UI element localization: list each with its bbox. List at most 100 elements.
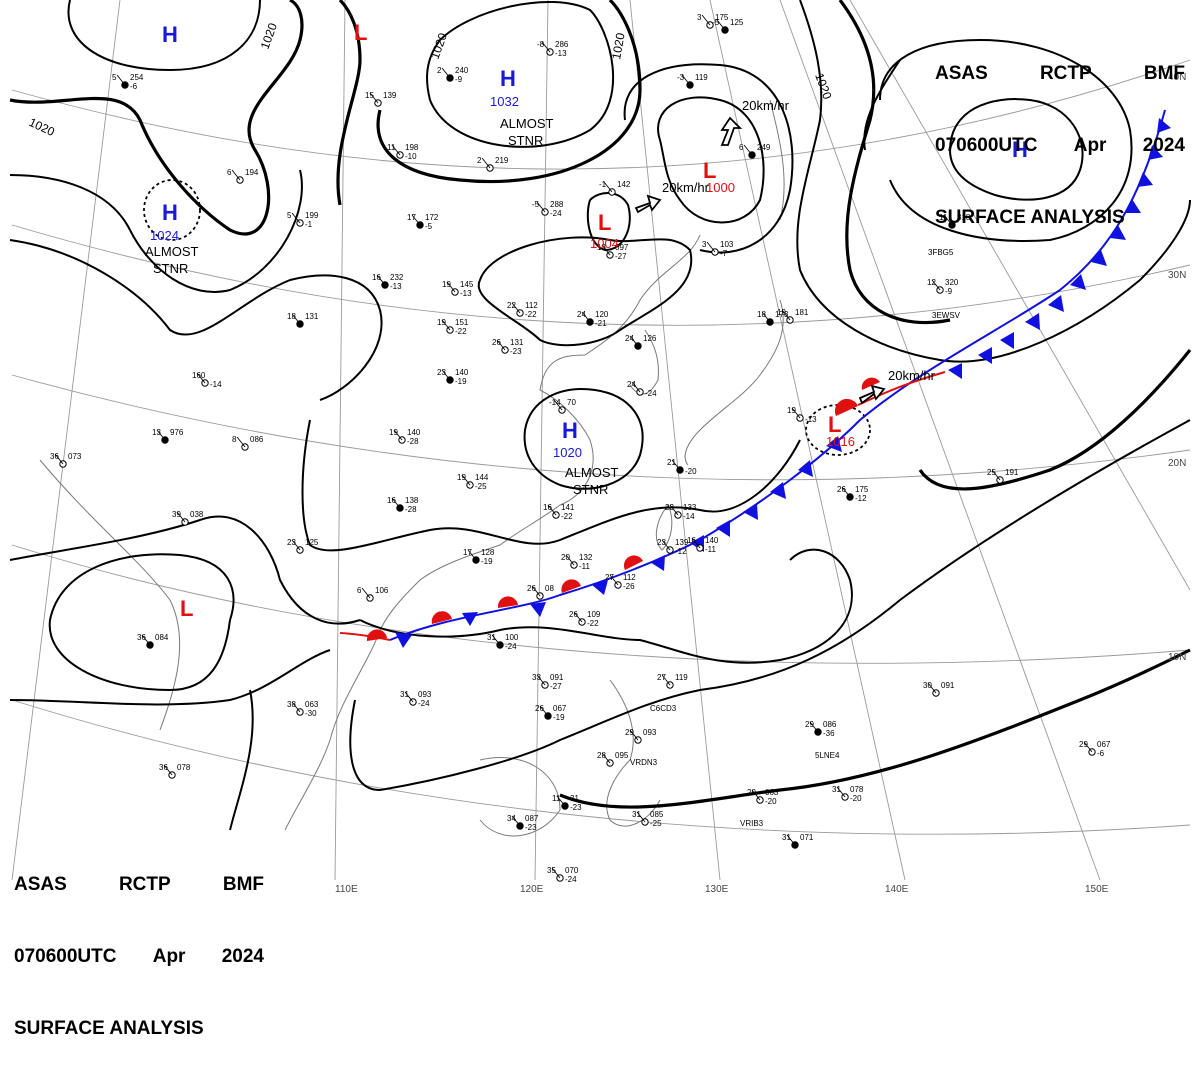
header-month: Apr [152,946,186,967]
coast-sakhalin [769,99,785,221]
station-tendency: -11 [579,562,591,571]
station-pressure: 091 [941,681,955,690]
station-tendency: -27 [550,682,562,691]
station-pressure: 087 [525,814,539,823]
isobar-1020 [918,349,1192,491]
station-pressure: 112 [525,301,538,310]
station-code: VRIB3 [740,819,764,828]
front-triangle [1000,332,1014,349]
station-pressure: 232 [390,273,404,282]
station-plot: 24 126 [625,334,657,350]
lon-line-120e [534,0,549,881]
station-temp: 15 [365,91,374,100]
wind-barb [636,811,646,823]
station-plot: 23 139-12 [657,538,689,556]
pressure-value: 1020 [553,445,582,460]
coast-india [39,459,181,731]
station-plot: -5 125 [712,18,744,34]
station-temp: 5 [287,211,292,220]
station-plot: 29 086-36 [805,720,837,738]
station-plot: 11 198-10 [387,143,419,161]
station-pressure: 08 [545,584,554,593]
lon-line-150e [779,0,1101,881]
station-plot: 6 249 [739,143,771,159]
station-tendency: -12 [855,494,867,503]
station-pressure: 091 [550,673,564,682]
front-triangle [592,580,608,595]
station-pressure: 126 [643,334,657,343]
station-plot: 16 232-13 [372,273,404,291]
dotted-circle-h1024 [143,179,201,241]
station-temp: 2 [477,156,482,165]
station-temp: 26 [837,485,846,494]
station-plot: 31 093-24 [400,690,432,708]
station-temp: 12 [927,278,936,287]
high-symbol: H [562,418,578,443]
station-pressure: 288 [550,200,564,209]
station-temp: 25 [987,468,996,477]
station-pressure: 112 [623,573,636,582]
wind-barb [991,469,1001,481]
station-temp: 11 [387,143,396,152]
station-temp: 11 [939,213,948,222]
station-tendency: -20 [765,797,777,806]
station-plot: 19 151-22 [437,318,469,336]
wind-barb [541,41,551,53]
station-pressure: 140 [705,536,719,545]
wind-barb [536,201,546,213]
wind-barb [441,369,451,381]
station-temp: 18 [287,312,296,321]
chart-header-bottom: ASAS RCTP BMF 070600UTC Apr 2024 SURFACE… [14,825,264,1065]
front-triangle [1048,295,1064,312]
wind-barb [943,214,953,226]
station-tendency: -6 [130,82,138,91]
front-triangle [1025,313,1040,330]
station-plot: 160 -14 [192,371,222,389]
warm-front-bumps [366,377,880,641]
station-plot: 12 320-9 [927,278,959,296]
header-line-1: ASAS RCTP BMF [14,873,264,897]
wind-barb [565,554,575,566]
station-tendency: -23 [510,347,522,356]
front-semicircle [497,596,518,608]
station-plot: 33 091-27 [532,673,564,691]
wind-barb [661,539,671,551]
station-temp: 8 [232,435,237,444]
station-plot: 17 172-5 [407,213,439,231]
station-plot: -8 286-13 [537,40,569,58]
station-temp: 3 [702,240,707,249]
station-tendency: -10 [405,152,417,161]
station-plot: 13 976 [152,428,184,444]
station-pressure: 254 [130,73,144,82]
station-pressure: 131 [510,338,524,347]
isobar [523,388,644,490]
isobar [879,38,1133,242]
lon-label: 140E [885,884,909,895]
header-line-2: 070600UTC Apr 2024 [935,134,1185,158]
station-tendency: -13 [460,289,472,298]
station-plot: 31 071 [782,833,814,849]
lat-label: 20N [1168,458,1186,469]
isobar-1020 [376,0,642,184]
wind-barb [369,92,379,104]
low-center-1016: L 1016 [826,412,855,449]
wind-barb [927,682,937,694]
station-tendency: -30 [305,709,317,718]
station-tendency: -24 [645,389,657,398]
front-triangle [650,555,665,571]
station-temp: 31 [832,785,841,794]
station-plot: 13 097-27 [597,243,629,261]
station-temp: 26 [569,610,578,619]
station-temp: 27 [605,573,614,582]
station-temp: 16 [687,536,696,545]
header-time: 070600UTC [14,946,117,967]
front-triangle [1157,118,1171,133]
station-temp: -3 [677,73,685,82]
wind-barb [841,486,851,498]
station-plot: 17 128-19 [463,548,495,566]
station-plot: 26 131-23 [492,338,524,356]
station-plot: 23 133-14 [665,503,697,521]
motion-label: 20km/hr [742,98,790,113]
pressure-value: 1000 [706,180,735,195]
station-temp: 17 [463,548,472,557]
